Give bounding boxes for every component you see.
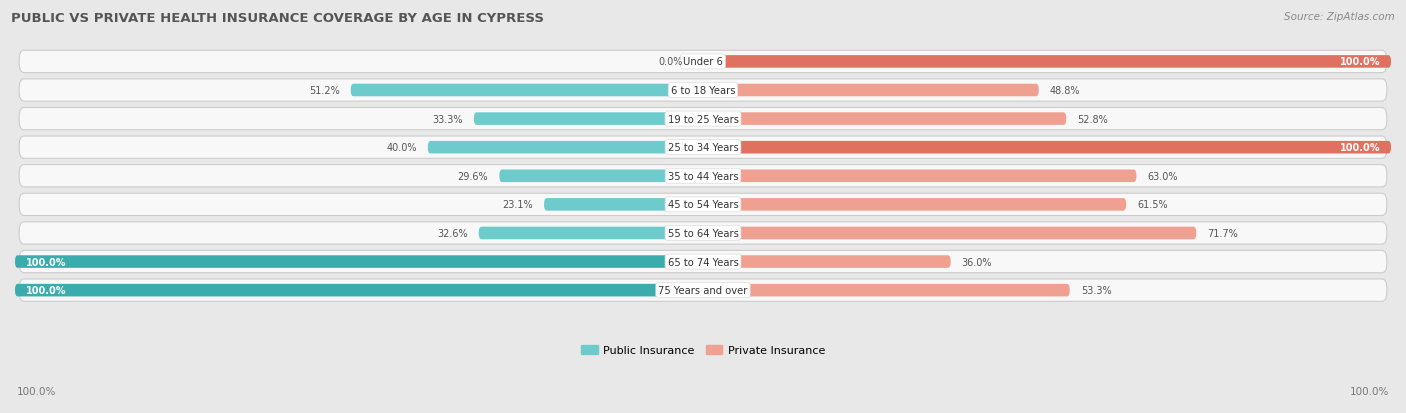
Text: 100.0%: 100.0% [17, 387, 56, 396]
FancyBboxPatch shape [703, 85, 1039, 97]
Text: 100.0%: 100.0% [1340, 143, 1381, 153]
Text: 23.1%: 23.1% [502, 200, 533, 210]
Text: 32.6%: 32.6% [437, 228, 468, 238]
FancyBboxPatch shape [703, 113, 1066, 126]
FancyBboxPatch shape [427, 142, 703, 154]
Text: 19 to 25 Years: 19 to 25 Years [668, 114, 738, 124]
FancyBboxPatch shape [20, 108, 1386, 131]
Legend: Public Insurance, Private Insurance: Public Insurance, Private Insurance [581, 345, 825, 356]
FancyBboxPatch shape [499, 170, 703, 183]
FancyBboxPatch shape [703, 199, 1126, 211]
Text: 6 to 18 Years: 6 to 18 Years [671, 86, 735, 96]
Text: 100.0%: 100.0% [1350, 387, 1389, 396]
FancyBboxPatch shape [703, 284, 1070, 297]
FancyBboxPatch shape [544, 199, 703, 211]
Text: 61.5%: 61.5% [1137, 200, 1168, 210]
FancyBboxPatch shape [20, 222, 1386, 244]
FancyBboxPatch shape [703, 227, 1197, 240]
Text: 48.8%: 48.8% [1050, 86, 1080, 96]
FancyBboxPatch shape [474, 113, 703, 126]
Text: 35 to 44 Years: 35 to 44 Years [668, 171, 738, 181]
Text: 100.0%: 100.0% [1340, 57, 1381, 67]
FancyBboxPatch shape [20, 137, 1386, 159]
FancyBboxPatch shape [20, 251, 1386, 273]
Text: 36.0%: 36.0% [962, 257, 993, 267]
FancyBboxPatch shape [20, 51, 1386, 74]
FancyBboxPatch shape [20, 165, 1386, 188]
Text: PUBLIC VS PRIVATE HEALTH INSURANCE COVERAGE BY AGE IN CYPRESS: PUBLIC VS PRIVATE HEALTH INSURANCE COVER… [11, 12, 544, 25]
Text: 63.0%: 63.0% [1147, 171, 1178, 181]
FancyBboxPatch shape [703, 170, 1136, 183]
Text: 29.6%: 29.6% [458, 171, 488, 181]
Text: 55 to 64 Years: 55 to 64 Years [668, 228, 738, 238]
Text: 100.0%: 100.0% [25, 257, 66, 267]
Text: Under 6: Under 6 [683, 57, 723, 67]
FancyBboxPatch shape [350, 85, 703, 97]
FancyBboxPatch shape [703, 56, 1391, 69]
Text: 53.3%: 53.3% [1081, 285, 1111, 295]
Text: Source: ZipAtlas.com: Source: ZipAtlas.com [1284, 12, 1395, 22]
FancyBboxPatch shape [15, 256, 703, 268]
Text: 65 to 74 Years: 65 to 74 Years [668, 257, 738, 267]
FancyBboxPatch shape [20, 279, 1386, 301]
FancyBboxPatch shape [15, 284, 703, 297]
Text: 71.7%: 71.7% [1208, 228, 1239, 238]
Text: 52.8%: 52.8% [1077, 114, 1108, 124]
Text: 75 Years and over: 75 Years and over [658, 285, 748, 295]
FancyBboxPatch shape [703, 256, 950, 268]
Text: 100.0%: 100.0% [25, 285, 66, 295]
Text: 33.3%: 33.3% [433, 114, 463, 124]
FancyBboxPatch shape [703, 142, 1391, 154]
Text: 51.2%: 51.2% [309, 86, 340, 96]
FancyBboxPatch shape [478, 227, 703, 240]
Text: 25 to 34 Years: 25 to 34 Years [668, 143, 738, 153]
FancyBboxPatch shape [20, 194, 1386, 216]
Text: 40.0%: 40.0% [387, 143, 416, 153]
Text: 0.0%: 0.0% [658, 57, 682, 67]
Text: 45 to 54 Years: 45 to 54 Years [668, 200, 738, 210]
FancyBboxPatch shape [20, 80, 1386, 102]
